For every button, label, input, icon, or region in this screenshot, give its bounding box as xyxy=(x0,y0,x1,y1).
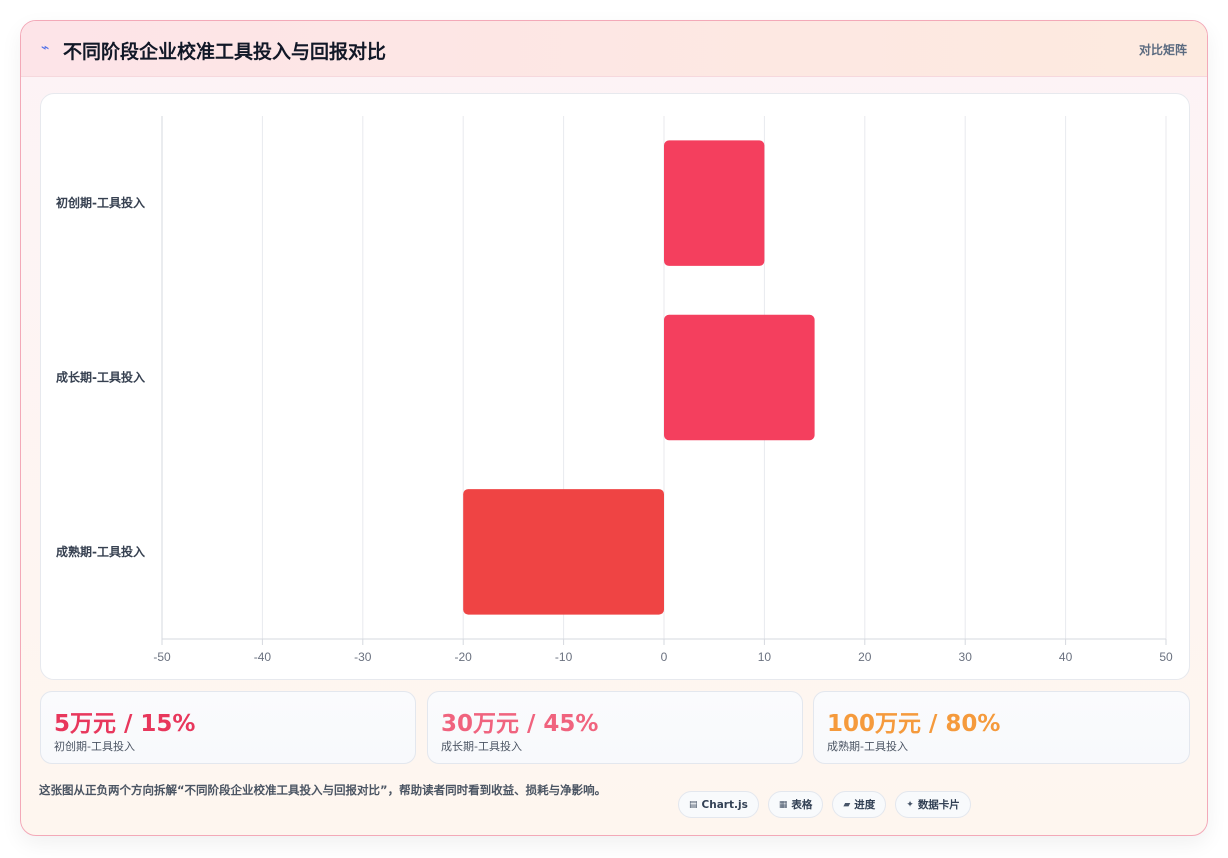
chart-trend-icon: ⌁ xyxy=(41,40,50,56)
chip-label: 数据卡片 xyxy=(917,799,960,811)
sparkle-icon: ✦ xyxy=(906,799,914,810)
kpi-value: 5万元 / 15% xyxy=(54,711,196,737)
x-tick-label: 10 xyxy=(758,650,772,664)
bar-chart: -50 -40 -30 -20 -10 0 10 20 30 40 50 初创期-工具投入成长期-工具… xyxy=(56,116,1173,664)
feature-chips: ▤ Chart.js ▦ 表格 ▰ 进度 ✦ 数据卡片 xyxy=(678,791,971,818)
bar xyxy=(664,140,765,266)
chip-data-card[interactable]: ✦ 数据卡片 xyxy=(895,791,971,818)
chip-chartjs[interactable]: ▤ Chart.js xyxy=(678,791,759,818)
bar xyxy=(463,489,664,615)
x-tick-label: -50 xyxy=(153,650,171,664)
x-tick-label: -10 xyxy=(555,650,573,664)
card-header: ⌁ 不同阶段企业校准工具投入与回报对比 对比矩阵 xyxy=(21,21,1207,77)
view-mode-label: 对比矩阵 xyxy=(1138,43,1187,57)
x-tick-label: -30 xyxy=(354,650,372,664)
x-tick-label: 20 xyxy=(858,650,872,664)
x-tick-label: 30 xyxy=(959,650,973,664)
x-tick-label: 40 xyxy=(1059,650,1073,664)
x-tick-label: -20 xyxy=(455,650,473,664)
y-category-label: 初创期-工具投入 xyxy=(56,195,145,210)
kpi-value: 100万元 / 80% xyxy=(827,711,1001,737)
x-tick-label: 50 xyxy=(1159,650,1173,664)
chip-progress[interactable]: ▰ 进度 xyxy=(832,791,887,818)
chart-card: ⌁ 不同阶段企业校准工具投入与回报对比 对比矩阵 -50 -40 -30 -20 -10… xyxy=(20,20,1208,836)
y-category-label: 成熟期-工具投入 xyxy=(56,544,145,559)
chart-icon: ▤ xyxy=(689,799,698,810)
x-tick-label: 0 xyxy=(661,650,668,664)
chip-label: 进度 xyxy=(854,799,876,811)
progress-icon: ▰ xyxy=(843,799,851,810)
table-icon: ▦ xyxy=(778,799,788,810)
y-category-label: 成长期-工具投入 xyxy=(56,370,145,385)
kpi-card-growth: 30万元 / 45% 成长期-工具投入 xyxy=(427,691,803,764)
page-title: 不同阶段企业校准工具投入与回报对比 xyxy=(63,41,387,63)
kpi-label: 成长期-工具投入 xyxy=(441,740,522,753)
chip-label: Chart.js xyxy=(701,798,748,811)
chart-panel: -50 -40 -30 -20 -10 0 10 20 30 40 50 初创期-工具投入 成长期-工具… xyxy=(40,93,1190,680)
bar xyxy=(664,314,815,441)
kpi-card-mature: 100万元 / 80% 成熟期-工具投入 xyxy=(813,691,1190,764)
kpi-value: 30万元 / 45% xyxy=(441,711,599,737)
x-tick-label: -40 xyxy=(254,650,272,664)
chip-table[interactable]: ▦ 表格 xyxy=(767,791,824,818)
kpi-card-startup: 5万元 / 15% 初创期-工具投入 xyxy=(40,691,416,764)
chip-label: 表格 xyxy=(791,799,813,811)
kpi-label: 成熟期-工具投入 xyxy=(827,740,908,753)
chart-description: 这张图从正负两个方向拆解“不同阶段企业校准工具投入与回报对比”，帮助读者同时看到… xyxy=(39,783,607,797)
kpi-label: 初创期-工具投入 xyxy=(54,740,135,753)
